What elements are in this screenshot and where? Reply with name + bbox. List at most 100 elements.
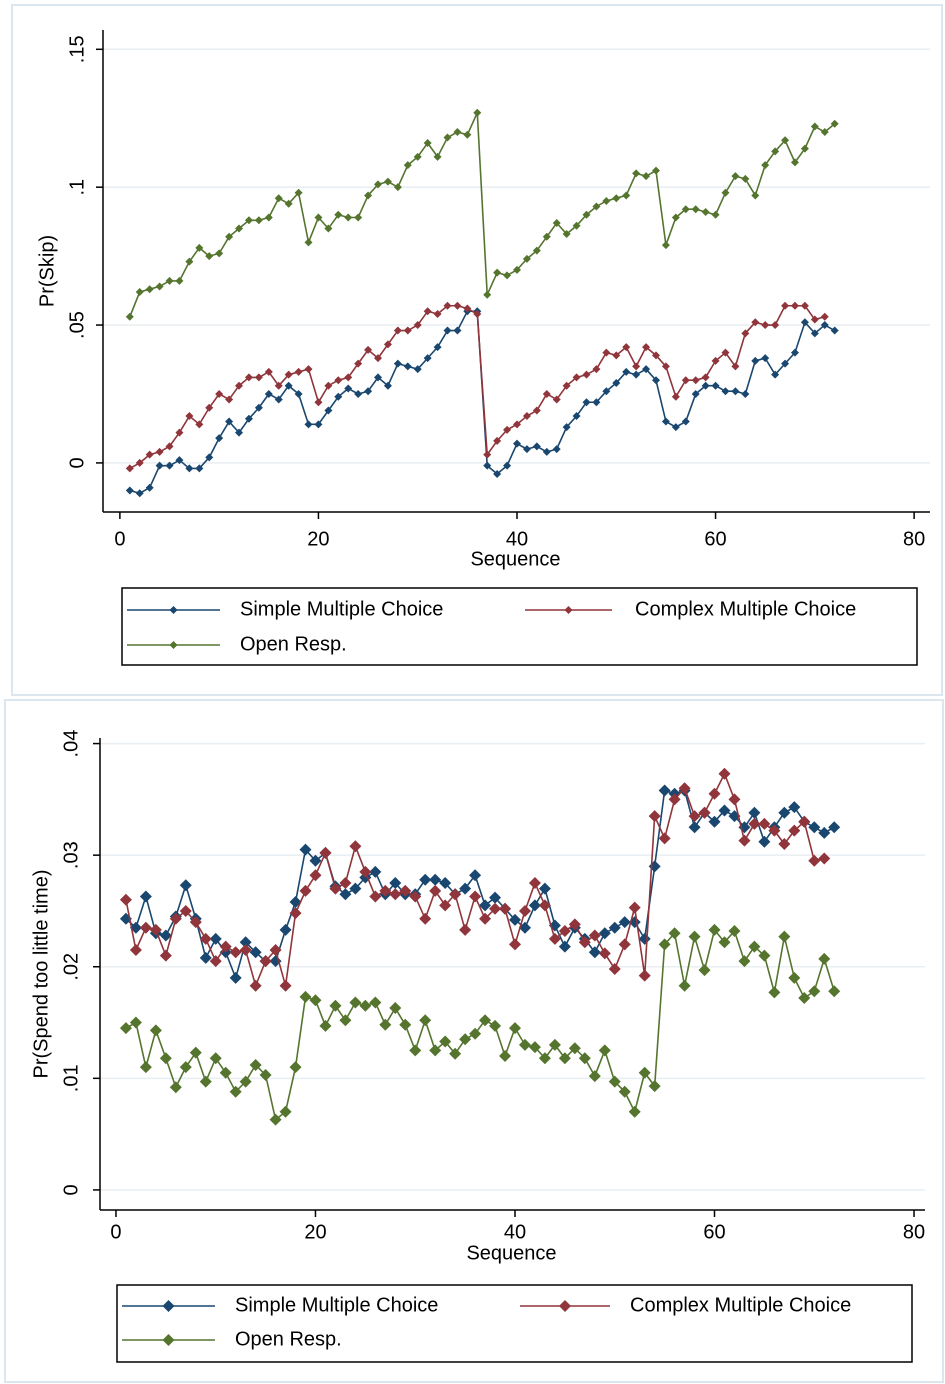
marker [449,888,462,901]
x-tick-label: 60 [703,1221,725,1243]
marker [790,301,799,310]
legend-box [116,1284,913,1363]
marker [552,219,561,228]
marker [721,188,730,197]
marker [254,373,263,382]
marker [383,177,392,186]
marker [612,194,621,203]
marker [818,852,831,865]
marker [169,912,182,925]
marker [698,964,711,977]
marker [229,946,242,959]
marker [721,387,730,396]
marker [748,806,761,819]
marker [125,312,134,321]
marker [235,224,244,233]
marker [701,381,710,390]
marker [558,1052,571,1065]
marker [443,326,452,335]
marker [304,365,313,374]
marker [175,276,184,285]
marker [522,445,531,454]
marker [512,420,521,429]
marker [423,307,432,316]
marker [532,246,541,255]
marker [818,952,831,965]
y-tick-label: .03 [60,841,82,869]
marker [628,1105,641,1118]
marker [299,990,312,1003]
marker [748,817,761,830]
marker [508,1022,521,1035]
marker [393,183,402,192]
marker [661,362,670,371]
marker [588,1070,601,1083]
marker [681,376,690,385]
marker [778,930,791,943]
marker [572,373,581,382]
marker [449,1047,462,1060]
marker [135,489,144,498]
marker [379,1018,392,1031]
marker [798,991,811,1004]
marker [578,1052,591,1065]
panel-frame [4,699,944,1383]
marker [284,381,293,390]
marker [771,370,780,379]
marker [518,921,531,934]
marker [489,902,502,915]
marker [698,806,711,819]
marker [429,873,442,886]
marker [499,902,512,915]
marker [503,461,512,470]
marker [129,921,142,934]
marker [359,865,372,878]
marker [718,936,731,949]
marker [558,940,571,953]
marker [542,389,551,398]
marker [711,210,720,219]
marker [389,888,402,901]
marker [661,241,670,250]
marker [499,1050,512,1063]
marker [828,821,841,834]
legend-box [121,587,918,666]
marker [568,1042,581,1055]
marker [244,373,253,382]
marker [508,938,521,951]
marker [628,901,641,914]
marker [339,877,352,890]
marker [800,318,809,327]
legend-marker [162,1300,175,1312]
marker [185,257,194,266]
marker [479,899,492,912]
legend-marker [169,641,178,649]
marker [443,133,452,142]
marker [688,930,701,943]
y-axis-title: Pr(Skip) [36,235,58,307]
marker [800,301,809,310]
marker [393,359,402,368]
marker [463,304,472,313]
marker [215,249,224,258]
marker [244,216,253,225]
marker [469,1027,482,1040]
marker [139,921,152,934]
marker [403,326,412,335]
marker [671,213,680,222]
marker [433,152,442,161]
marker [264,213,273,222]
marker [264,389,273,398]
marker [598,1044,611,1057]
marker [761,321,770,330]
marker [671,423,680,432]
marker [179,879,192,892]
marker [658,938,671,951]
marker [269,1113,282,1126]
marker [324,381,333,390]
legend-label: Complex Multiple Choice [630,1294,851,1316]
marker [169,1081,182,1094]
marker [761,161,770,170]
y-tick-label: .01 [60,1064,82,1092]
marker [409,1044,422,1057]
